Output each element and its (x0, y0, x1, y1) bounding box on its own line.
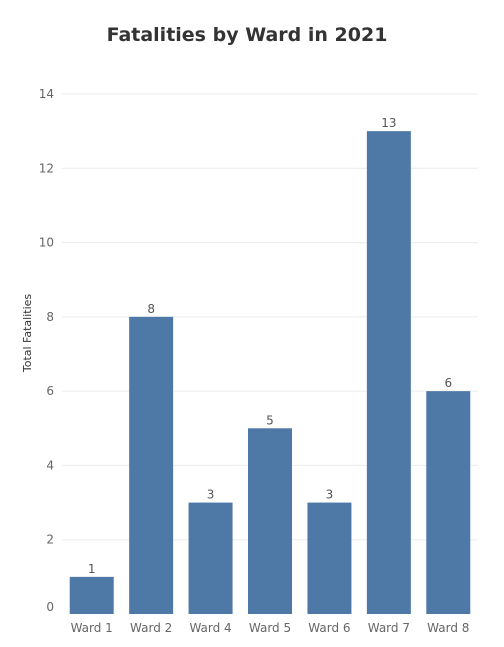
y-tick-label: 8 (46, 310, 54, 324)
y-tick-label: 10 (39, 236, 54, 250)
x-tick-label: Ward 8 (427, 621, 469, 635)
bar (366, 131, 411, 614)
chart-title: Fatalities by Ward in 2021 (106, 24, 388, 46)
y-tick-label: 0 (46, 600, 54, 614)
bars (69, 131, 471, 614)
data-label: 1 (88, 562, 96, 576)
y-axis-ticks: 0 2 4 6 8 10 12 14 (39, 87, 54, 614)
data-label: 8 (147, 302, 155, 316)
x-tick-label: Ward 1 (71, 621, 113, 635)
x-tick-label: Ward 7 (368, 621, 410, 635)
y-axis-title: Total Fatalities (21, 294, 34, 374)
x-tick-label: Ward 4 (189, 621, 231, 635)
bar (129, 316, 174, 614)
bar (188, 502, 233, 614)
data-label: 13 (381, 116, 396, 130)
data-label: 3 (326, 488, 334, 502)
y-tick-label: 2 (46, 533, 54, 547)
data-labels: 1 8 3 5 3 13 6 (88, 116, 452, 576)
y-tick-label: 4 (46, 458, 54, 472)
y-tick-label: 14 (39, 87, 54, 101)
data-label: 6 (444, 376, 452, 390)
data-label: 5 (266, 413, 274, 427)
x-tick-label: Ward 5 (249, 621, 291, 635)
bar (69, 576, 114, 614)
bar (248, 428, 292, 614)
x-axis-ticks: Ward 1 Ward 2 Ward 4 Ward 5 Ward 6 Ward 7 Ward… (71, 621, 470, 635)
x-tick-label: Ward 2 (130, 621, 172, 635)
bar (307, 502, 352, 614)
y-tick-label: 6 (46, 384, 54, 398)
bar (426, 391, 471, 614)
x-tick-label: Ward 6 (308, 621, 350, 635)
y-tick-label: 12 (39, 161, 54, 175)
data-label: 3 (207, 488, 215, 502)
